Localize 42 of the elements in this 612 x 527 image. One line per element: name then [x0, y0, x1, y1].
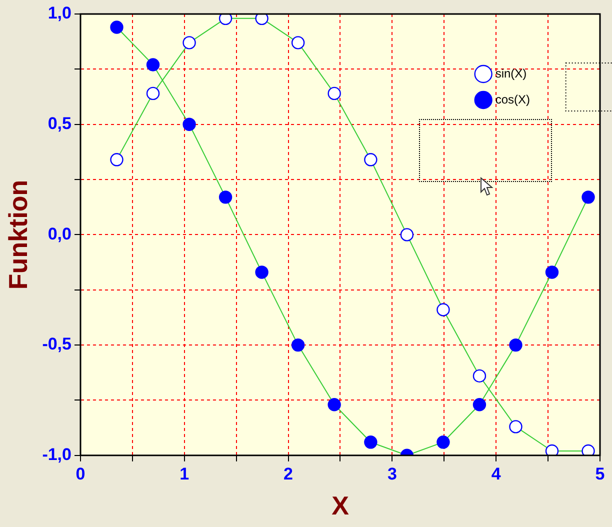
x-tick-label: 3	[387, 464, 397, 484]
point	[582, 190, 595, 204]
y-tick-label: 0,0	[48, 224, 72, 244]
point	[582, 444, 595, 456]
point	[472, 369, 486, 383]
point	[328, 398, 341, 412]
point	[218, 190, 232, 204]
point	[255, 266, 268, 279]
point	[182, 118, 196, 131]
y-tick-label: -1,0	[42, 445, 72, 464]
x-tick-label: 2	[284, 464, 294, 484]
point	[436, 436, 450, 449]
x-tick-label: 1	[180, 464, 190, 484]
y-axis-title: Funktion	[2, 180, 33, 290]
x-tick-label: 5	[595, 464, 605, 484]
point	[509, 420, 522, 434]
y-tick-label: -0,5	[42, 334, 72, 354]
point	[545, 266, 559, 279]
point	[182, 36, 196, 50]
point	[364, 436, 378, 449]
x-tick-label: 4	[491, 464, 502, 484]
point	[110, 153, 124, 166]
x-tick-label: 0	[76, 464, 86, 484]
point	[255, 14, 268, 26]
point	[509, 338, 522, 352]
x-axis-title: X	[332, 490, 350, 521]
point	[218, 14, 232, 26]
point	[364, 153, 378, 166]
point	[328, 86, 341, 100]
y-tick-label: 0,5	[48, 114, 72, 134]
point	[146, 86, 160, 100]
point	[146, 58, 160, 72]
point	[110, 20, 124, 34]
point	[545, 444, 559, 456]
point	[291, 338, 305, 352]
point	[436, 303, 450, 316]
point	[472, 398, 486, 412]
legend-label: cos(X)	[495, 92, 530, 106]
y-tick-label: 1,0	[48, 4, 72, 23]
point	[400, 228, 414, 242]
point	[291, 36, 305, 50]
legend-label: sin(X)	[495, 66, 527, 80]
